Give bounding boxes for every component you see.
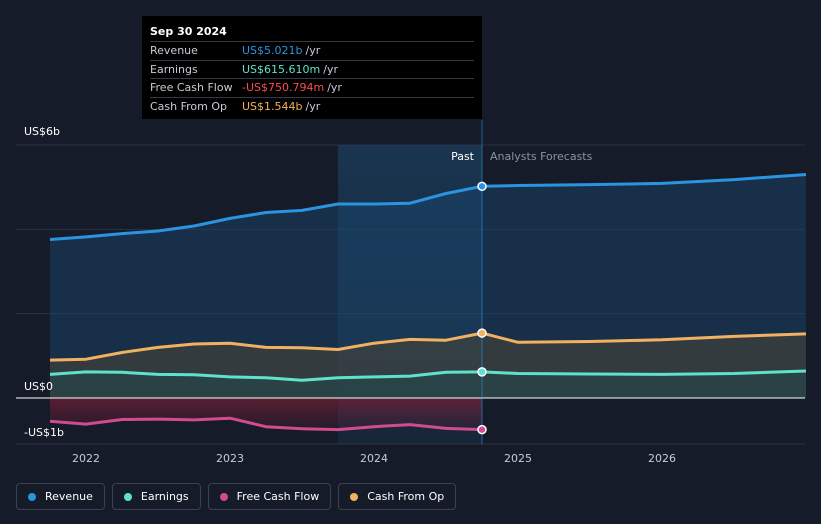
legend-label: Free Cash Flow: [236, 490, 320, 503]
tooltip-value: -US$750.794m: [242, 81, 325, 94]
tooltip-date: Sep 30 2024: [150, 23, 474, 42]
forecast-label: Analysts Forecasts: [490, 150, 593, 163]
earnings-marker: [477, 367, 487, 377]
x-tick-label: 2022: [72, 452, 100, 465]
cash-from-op-line-past: [49, 331, 483, 362]
tooltip-unit: /yr: [305, 44, 321, 57]
x-tick-label: 2025: [504, 452, 532, 465]
legend-label: Earnings: [140, 490, 189, 503]
tooltip-unit: /yr: [305, 99, 321, 113]
cash-from-op-line-forecast: [481, 331, 807, 344]
revenue-dot-icon: [28, 492, 36, 501]
free-cash-flow-marker: [477, 424, 487, 435]
cash-from-op-dot-icon: [350, 492, 359, 501]
y-tick-label: US$0: [24, 380, 53, 393]
tooltip-row-cash-from-op: Cash From Op US$1.544b /yr: [150, 98, 474, 116]
tooltip-row-revenue: Revenue US$5.021b /yr: [150, 42, 474, 61]
tooltip-label: Free Cash Flow: [150, 81, 233, 94]
free-cash-flow-dot-icon: [219, 492, 228, 501]
tooltip-row-free-cash-flow: Free Cash Flow -US$750.794m /yr: [150, 79, 474, 98]
tooltip-value: US$615.610m: [242, 62, 321, 76]
legend-item-revenue[interactable]: Revenue: [16, 483, 105, 510]
revenue-line-past: [49, 184, 483, 241]
legend-label: Revenue: [45, 490, 93, 503]
revenue-line-forecast: [481, 173, 807, 188]
tooltip-value: US$1.544b: [242, 99, 303, 113]
tooltip-unit: /yr: [323, 62, 338, 76]
revenue-marker: [477, 181, 487, 192]
earnings-line-forecast: [481, 369, 807, 376]
legend-item-earnings[interactable]: Earnings: [111, 483, 201, 510]
legend-item-cash-from-op[interactable]: Cash From Op: [338, 483, 457, 510]
y-tick-label: -US$1b: [24, 426, 64, 439]
tooltip: Sep 30 2024 Revenue US$5.021b /yr Earnin…: [142, 16, 482, 119]
tooltip-label: Revenue: [150, 44, 198, 57]
past-label: Past: [451, 150, 475, 163]
x-tick-label: 2026: [648, 452, 676, 465]
y-tick-label: US$6b: [24, 125, 60, 138]
tooltip-unit: /yr: [327, 81, 342, 94]
x-tick-label: 2023: [216, 452, 244, 465]
legend: Revenue Earnings Free Cash Flow Cash Fro…: [16, 483, 457, 510]
tooltip-value: US$5.021b: [242, 44, 303, 57]
tooltip-row-earnings: Earnings US$615.610m /yr: [150, 61, 474, 79]
free-cash-flow-line-past: [49, 416, 483, 432]
tooltip-label: Cash From Op: [150, 99, 228, 113]
free-cash-flow-area: [50, 398, 482, 430]
legend-label: Cash From Op: [367, 490, 445, 503]
earnings-line-past: [49, 370, 483, 382]
legend-item-free-cash-flow[interactable]: Free Cash Flow: [207, 483, 332, 510]
tooltip-label: Earnings: [150, 62, 198, 76]
earnings-dot-icon: [123, 492, 132, 501]
cash-from-op-marker: [477, 328, 487, 338]
x-tick-label: 2024: [360, 452, 388, 465]
